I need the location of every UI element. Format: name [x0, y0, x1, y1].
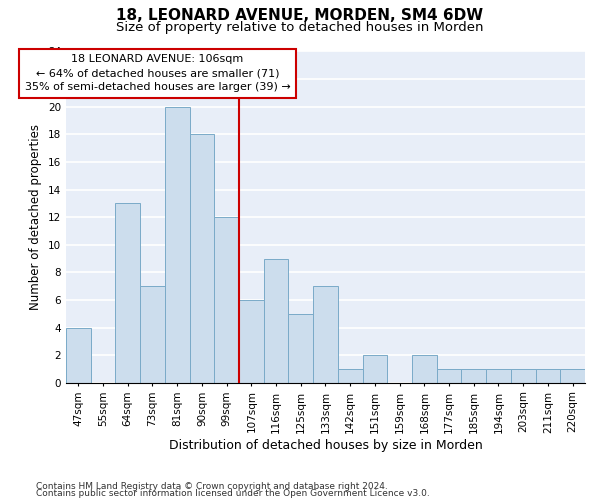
Bar — [214, 217, 239, 383]
Bar — [239, 300, 263, 383]
Bar — [313, 286, 338, 383]
Bar — [536, 369, 560, 383]
Text: 18, LEONARD AVENUE, MORDEN, SM4 6DW: 18, LEONARD AVENUE, MORDEN, SM4 6DW — [116, 8, 484, 22]
Bar — [362, 355, 387, 383]
Bar — [289, 314, 313, 383]
Text: Size of property relative to detached houses in Morden: Size of property relative to detached ho… — [116, 21, 484, 34]
Bar — [165, 106, 190, 383]
Y-axis label: Number of detached properties: Number of detached properties — [29, 124, 42, 310]
Bar — [263, 258, 289, 383]
Bar — [115, 204, 140, 383]
Bar — [560, 369, 585, 383]
X-axis label: Distribution of detached houses by size in Morden: Distribution of detached houses by size … — [169, 440, 482, 452]
Bar — [140, 286, 165, 383]
Text: Contains public sector information licensed under the Open Government Licence v3: Contains public sector information licen… — [36, 490, 430, 498]
Bar — [461, 369, 486, 383]
Bar — [486, 369, 511, 383]
Bar — [412, 355, 437, 383]
Bar — [338, 369, 362, 383]
Text: 18 LEONARD AVENUE: 106sqm
← 64% of detached houses are smaller (71)
35% of semi-: 18 LEONARD AVENUE: 106sqm ← 64% of detac… — [25, 54, 290, 92]
Bar — [511, 369, 536, 383]
Bar — [437, 369, 461, 383]
Bar — [190, 134, 214, 383]
Text: Contains HM Land Registry data © Crown copyright and database right 2024.: Contains HM Land Registry data © Crown c… — [36, 482, 388, 491]
Bar — [66, 328, 91, 383]
